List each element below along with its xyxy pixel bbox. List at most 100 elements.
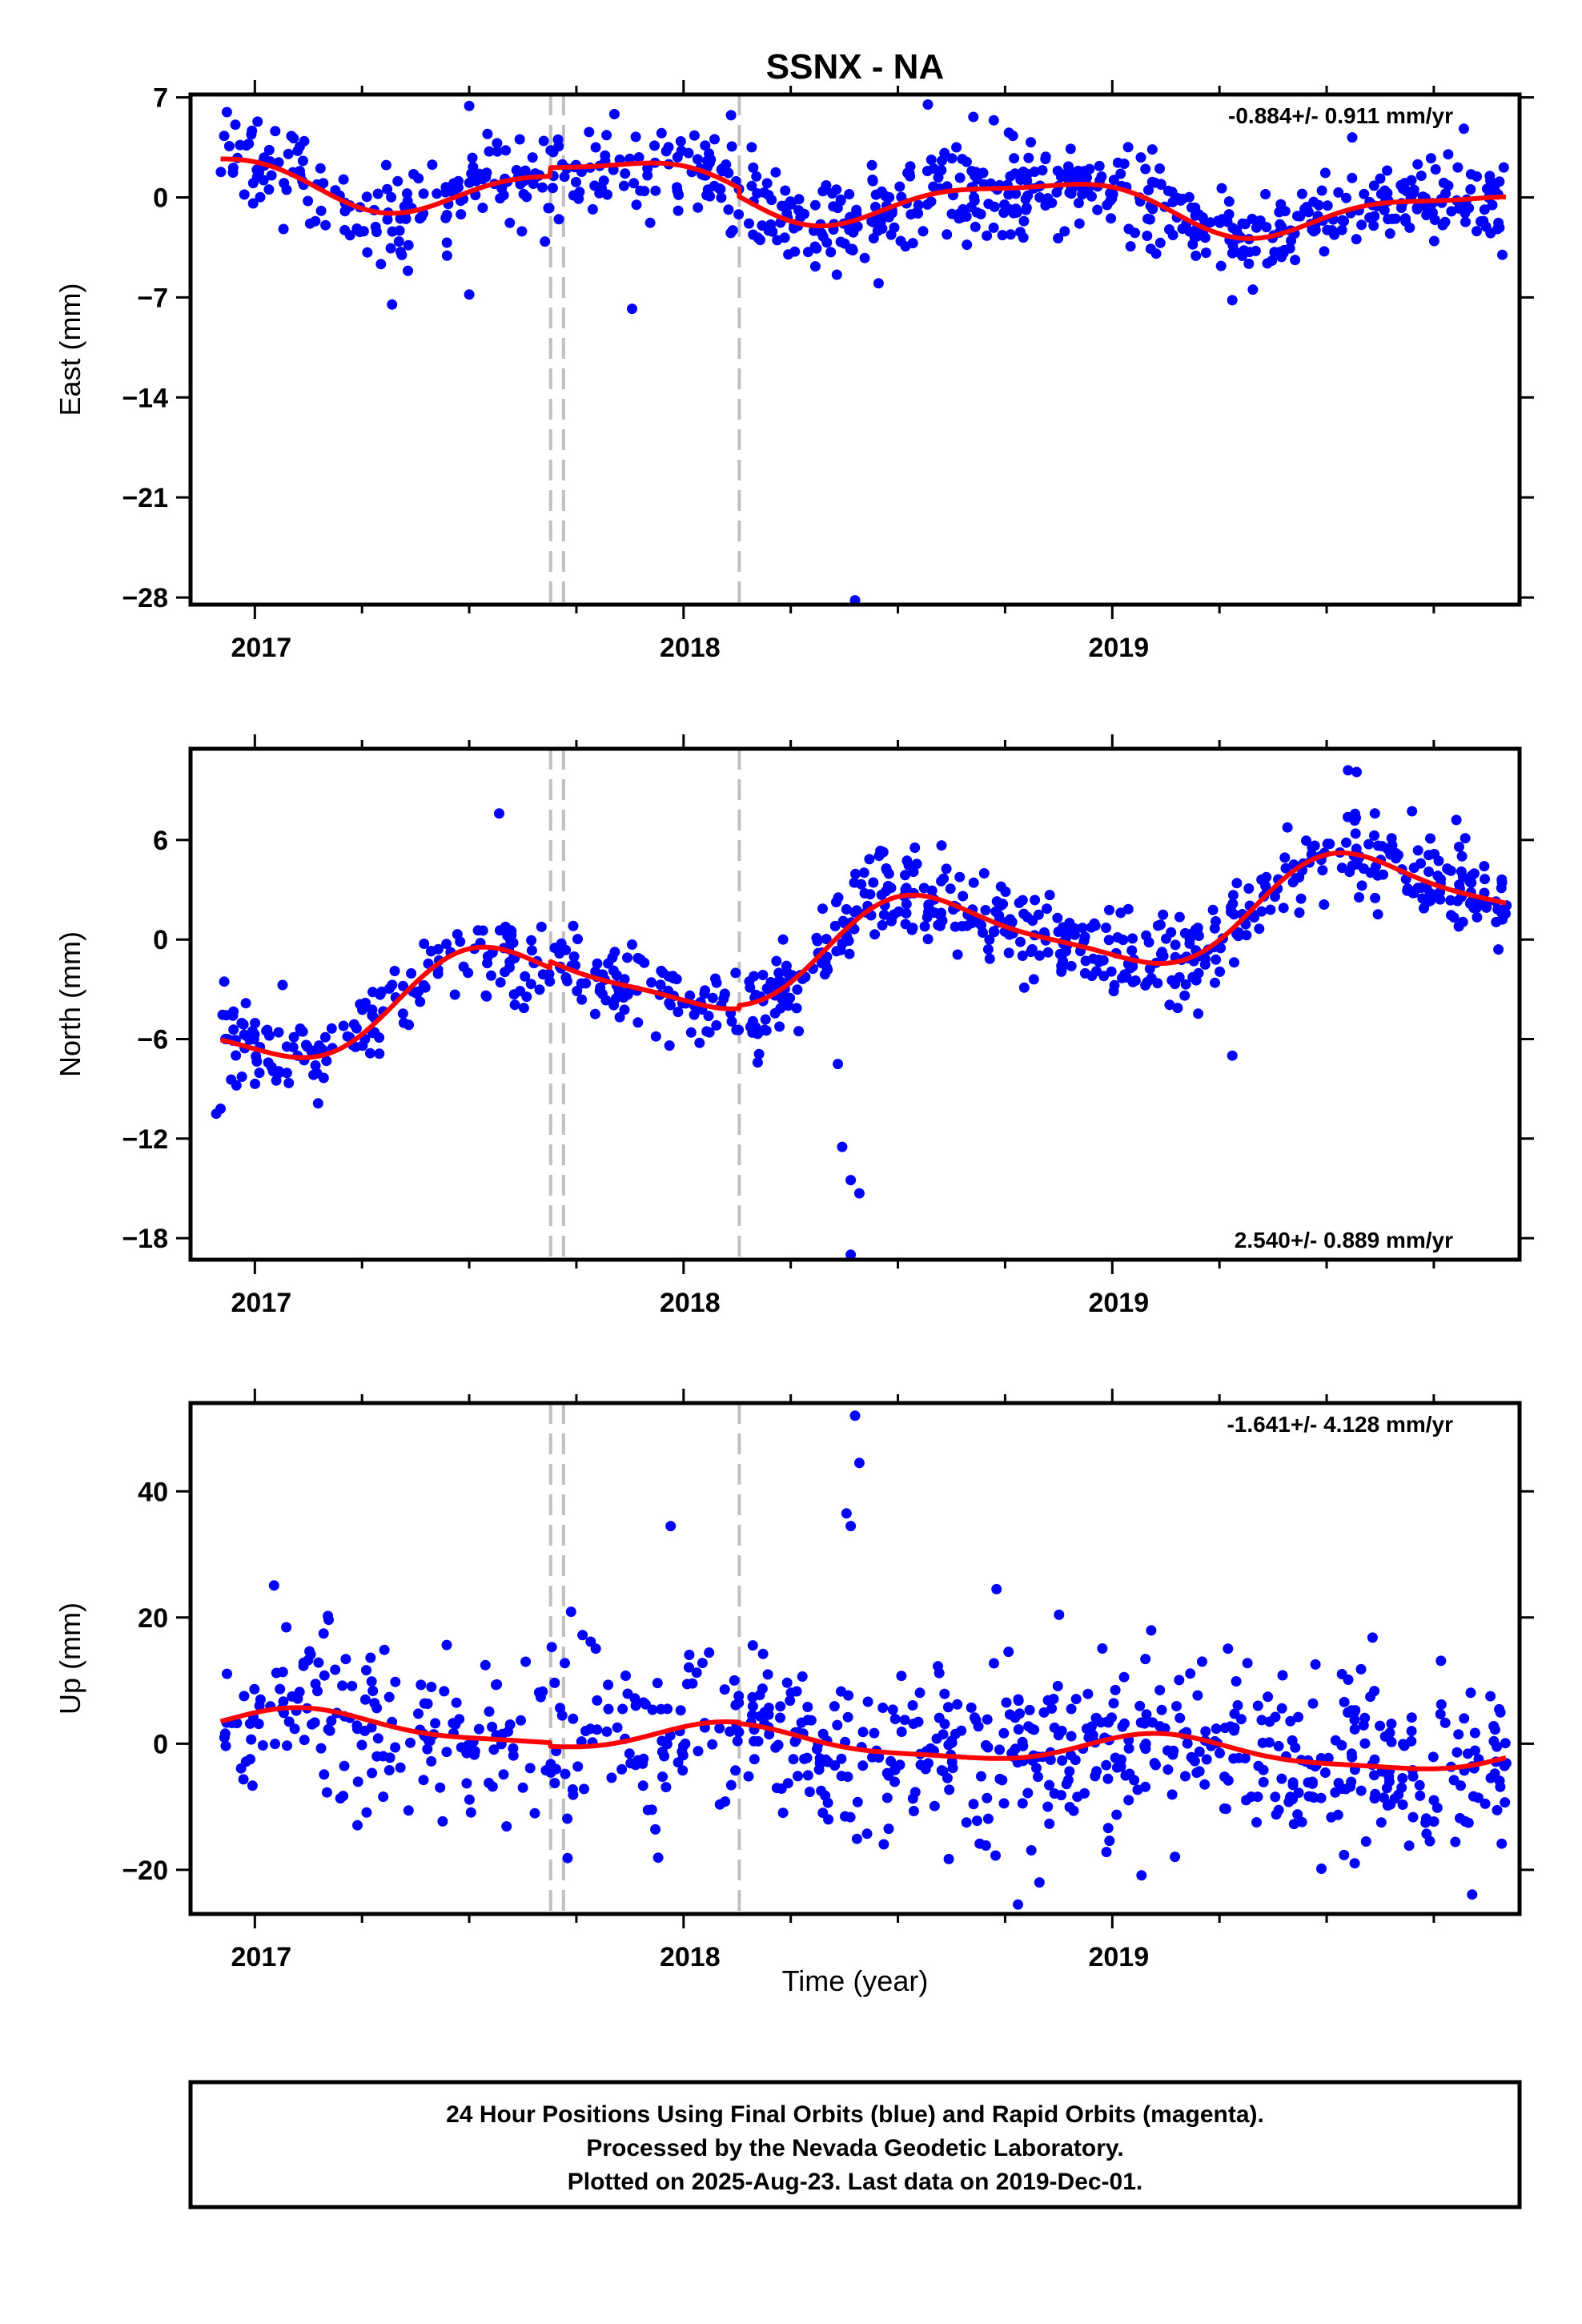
x-tick-label: 2018 [660, 1288, 721, 1318]
data-point [1406, 1726, 1417, 1737]
data-point [1042, 1695, 1054, 1706]
data-point [984, 953, 995, 964]
data-point [1347, 172, 1358, 183]
data-point [1135, 152, 1146, 163]
data-point [781, 1677, 793, 1688]
data-point [1412, 159, 1423, 170]
data-point [1069, 923, 1080, 934]
data-point [258, 175, 269, 186]
data-point [403, 265, 413, 276]
data-point [1431, 1802, 1443, 1813]
data-point [382, 183, 393, 195]
data-point [747, 1640, 758, 1651]
data-point [1263, 1737, 1275, 1748]
data-point [348, 1019, 359, 1030]
data-point [1347, 860, 1358, 871]
data-point [572, 1761, 584, 1772]
data-point [1389, 1793, 1400, 1804]
data-point [725, 1726, 736, 1737]
data-point [330, 185, 341, 196]
data-point [757, 970, 769, 980]
data-point [526, 935, 537, 946]
data-point [371, 1703, 383, 1714]
data-point [875, 217, 886, 228]
data-point [1263, 1691, 1274, 1703]
data-point [1026, 947, 1037, 958]
data-point [1118, 1671, 1130, 1683]
data-point [1057, 948, 1068, 959]
data-point [1150, 177, 1160, 188]
data-point [770, 167, 781, 178]
data-point [972, 174, 983, 185]
data-point [480, 1659, 491, 1671]
data-point [828, 201, 839, 212]
data-point [970, 221, 981, 232]
data-point-outlier [215, 1104, 226, 1114]
data-point [1094, 160, 1105, 171]
data-point [461, 1778, 472, 1789]
data-point [1122, 142, 1134, 153]
data-point [217, 1009, 228, 1020]
data-point [635, 954, 646, 965]
data-point [299, 1735, 310, 1746]
data-point [1406, 1712, 1417, 1723]
data-point [1146, 972, 1157, 983]
data-point [1253, 1760, 1264, 1771]
data-point [309, 1045, 320, 1056]
data-point [866, 215, 877, 227]
data-point [592, 1724, 603, 1735]
data-point [338, 1020, 349, 1031]
data-point [785, 1695, 796, 1707]
data-point [371, 227, 382, 238]
data-point [753, 1048, 765, 1059]
data-point [1369, 808, 1380, 819]
data-point [1228, 909, 1239, 920]
data-point [281, 1041, 292, 1052]
data-point [419, 939, 430, 949]
data-point-outlier [1458, 123, 1469, 135]
x-tick-label: 2017 [231, 1288, 292, 1318]
data-point [1463, 874, 1474, 884]
data-point [1197, 212, 1208, 223]
data-point [849, 907, 861, 918]
data-point [1013, 1695, 1024, 1707]
data-point [1379, 1792, 1389, 1803]
data-point [1001, 1697, 1012, 1708]
data-point [538, 135, 549, 147]
data-point [1424, 1835, 1435, 1847]
data-point [900, 884, 911, 895]
data-point [944, 1784, 955, 1795]
data-point [990, 1850, 1001, 1861]
data-point [968, 111, 979, 123]
data-point [1437, 219, 1448, 231]
data-point [235, 139, 246, 151]
data-point [943, 1853, 954, 1864]
data-point [1143, 937, 1154, 948]
data-point [1101, 1847, 1112, 1858]
data-point [297, 1026, 308, 1037]
data-point [219, 1732, 230, 1743]
data-point [861, 1828, 873, 1839]
data-point [430, 1718, 441, 1729]
data-point [1412, 845, 1423, 856]
data-point [793, 1026, 805, 1037]
data-point [1343, 811, 1353, 822]
data-point [900, 919, 911, 930]
data-point [1370, 1788, 1381, 1799]
data-point [980, 905, 991, 915]
data-point-outlier [850, 6, 861, 17]
data-point [560, 972, 572, 983]
footer-line-1: 24 Hour Positions Using Final Orbits (bl… [446, 2101, 1264, 2128]
data-point [1261, 871, 1272, 883]
data-point [1260, 189, 1271, 199]
data-point [1254, 923, 1265, 935]
data-point [469, 1749, 480, 1760]
data-point [630, 1700, 641, 1711]
data-point [1319, 246, 1330, 257]
data-point [1256, 1715, 1267, 1726]
data-point [901, 899, 912, 910]
data-point [559, 171, 570, 183]
data-point [439, 1686, 450, 1697]
data-point [785, 196, 796, 207]
data-point [665, 999, 676, 1011]
